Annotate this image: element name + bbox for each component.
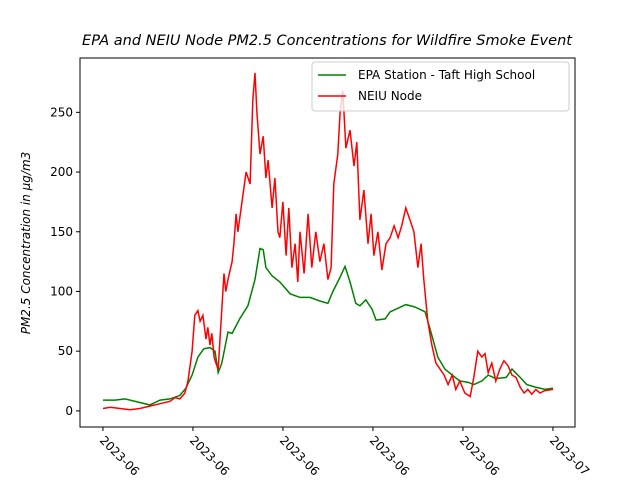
legend-label: EPA Station - Taft High School	[358, 68, 535, 82]
plot-frame	[79, 57, 576, 428]
x-tick-label: 2023-06	[277, 433, 322, 478]
x-tick-label: 2023-06	[97, 433, 142, 478]
x-tick-label: 2023-06	[367, 433, 412, 478]
series-line	[102, 72, 554, 411]
y-tick-label: 50	[58, 344, 73, 358]
x-tick-label: 2023-06	[187, 433, 232, 478]
series-line	[103, 247, 554, 406]
y-tick-label: 150	[50, 225, 73, 239]
chart-title: EPA and NEIU Node PM2.5 Concentrations f…	[82, 33, 573, 49]
y-tick-label: 250	[50, 105, 73, 119]
legend-box	[311, 61, 570, 112]
y-tick-label: 100	[50, 284, 73, 298]
x-tick-label: 2023-06	[457, 433, 502, 478]
x-tick-label: 2023-07	[547, 433, 592, 478]
y-axis-label: PM2.5 Concentration in μg/m3	[19, 152, 33, 335]
y-tick-label: 200	[50, 165, 73, 179]
legend-label: NEIU Node	[358, 89, 422, 103]
y-tick-label: 0	[65, 404, 73, 418]
